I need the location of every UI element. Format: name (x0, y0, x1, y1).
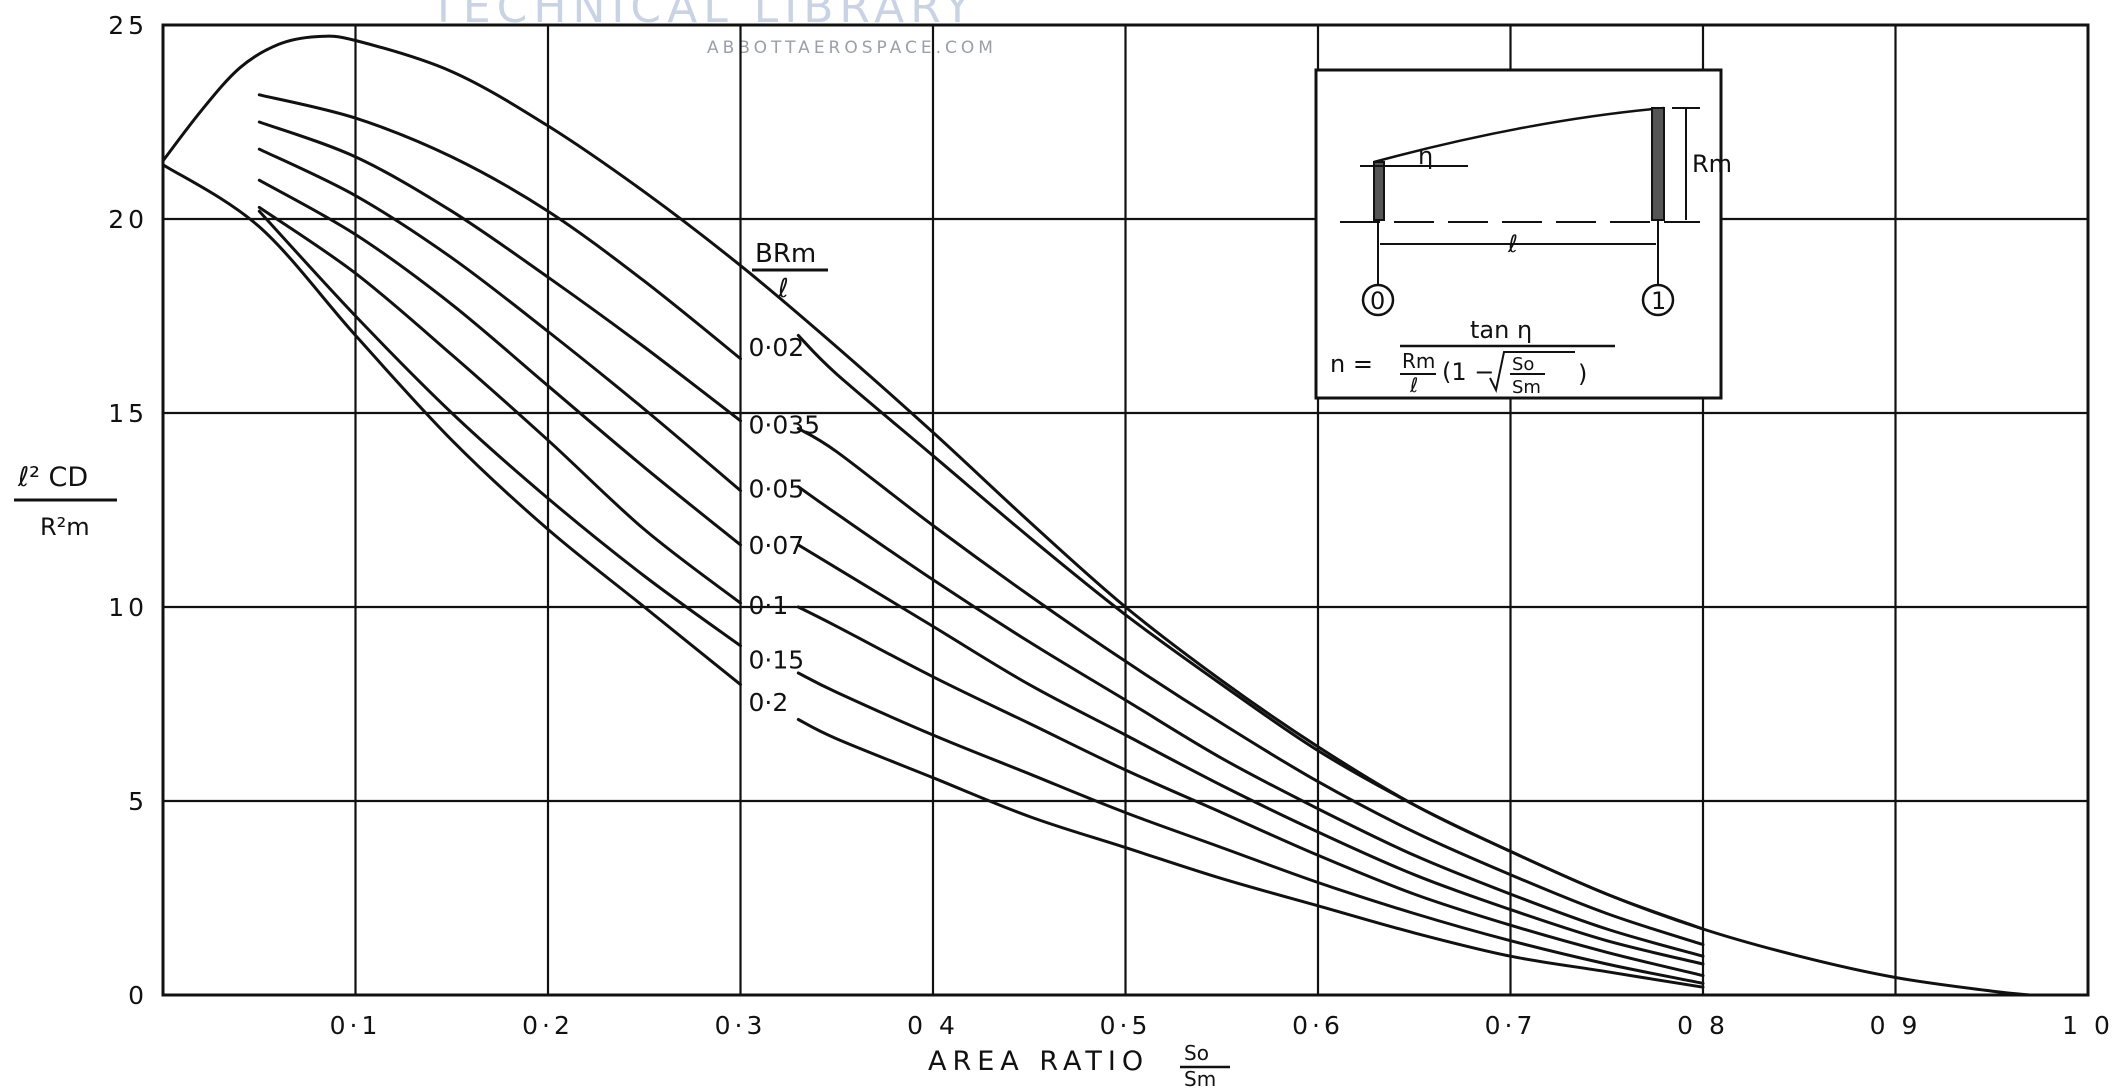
inset-diagram: η Rm ℓ 0 1 n = tan η Rm ℓ (1 − So Sm ) (1314, 68, 1732, 400)
inset-station-1-circle (1641, 283, 1675, 317)
formula-denominator-sm: Sm (1512, 377, 1541, 398)
x-axis-label: AREA RATIO So Sm (928, 1041, 1230, 1091)
series-line-segment (161, 163, 742, 687)
series-curve (257, 147, 1705, 958)
inset-exit-hatch (1651, 107, 1665, 221)
y-axis-denominator: R²m (40, 513, 90, 541)
formula-denominator-l: ℓ (1409, 373, 1418, 397)
series-label: 0·035 (749, 411, 821, 440)
inset-inlet-hatch (1373, 161, 1385, 221)
series-label: 0·05 (749, 475, 805, 504)
x-axis-title: AREA RATIO (928, 1046, 1149, 1077)
series-curve (257, 120, 1705, 947)
y-tick-label: 25 (108, 11, 148, 40)
series-line-segment (796, 485, 1705, 958)
series-line-segment (257, 178, 742, 547)
series-line-segment (161, 34, 2032, 997)
y-tick-label: 5 (128, 787, 148, 816)
formula-sqrt-sign (1489, 351, 1575, 394)
series-curve (257, 205, 1705, 978)
watermark-title: TECHNICAL LIBRARY (429, 0, 977, 33)
x-tick-label: 0·6 (1292, 1011, 1344, 1040)
x-tick-labels: 0·1 0·2 0·3 0 4 0·5 0·6 0·7 0 8 0 9 1 0 (330, 1011, 2114, 1040)
series-line-segment (257, 120, 742, 423)
series-line-segment (796, 543, 1705, 966)
curve-labels: 0·02 0·035 0·05 0·07 0·1 0·15 0·2 (749, 333, 821, 717)
formula-denominator-rm: Rm (1402, 349, 1435, 373)
formula-denominator-close: ) (1578, 360, 1587, 388)
formula-numerator: tan η (1470, 316, 1532, 344)
series-line-segment (796, 671, 1705, 985)
series-curve (257, 209, 1705, 985)
series-line-segment (796, 718, 1705, 989)
formula-denominator-so: So (1512, 354, 1534, 375)
series-curve (257, 178, 1705, 966)
series-curve (161, 163, 1705, 989)
parameter-denominator: ℓ (777, 274, 789, 304)
y-tick-label: 10 (108, 593, 148, 622)
x-tick-label: 0·2 (522, 1011, 574, 1040)
series-line-segment (257, 93, 742, 361)
x-tick-label: 0·7 (1485, 1011, 1537, 1040)
x-axis-denominator: Sm (1184, 1067, 1216, 1087)
inset-length-label: ℓ (1507, 230, 1518, 258)
watermark-subtitle: ABBOTTAEROSPACE.COM (707, 38, 997, 58)
inset-rm-label: Rm (1692, 150, 1732, 178)
x-tick-label: 0 9 (1870, 1011, 1922, 1040)
series-label: 0·02 (749, 333, 805, 362)
y-tick-label: 20 (108, 205, 148, 234)
parameter-numerator: BRm (755, 239, 816, 269)
grid (161, 23, 2090, 997)
x-tick-label: 0 8 (1677, 1011, 1729, 1040)
y-axis-numerator: ℓ² CD (17, 462, 88, 493)
formula-lhs: n = (1330, 350, 1373, 378)
inset-station-0-label: 0 (1370, 287, 1385, 315)
inset-duct-wall (1373, 106, 1665, 164)
series-line-segment (257, 205, 742, 605)
series-line-segment (796, 605, 1705, 978)
x-tick-label: 0·3 (715, 1011, 767, 1040)
x-tick-label: 1 0 (2062, 1011, 2114, 1040)
series-line-segment (257, 209, 742, 648)
series-line-segment (796, 427, 1705, 947)
series-label: 0·1 (749, 591, 789, 620)
parameter-label: BRm ℓ (752, 239, 828, 304)
y-axis-label: ℓ² CD R²m (14, 462, 117, 541)
series-line-segment (257, 147, 742, 493)
series-label: 0·2 (749, 688, 789, 717)
y-tick-labels: 0 5 10 15 20 25 (108, 11, 148, 1010)
series-label: 0·07 (749, 531, 805, 560)
y-tick-label: 0 (128, 981, 148, 1010)
formula-denominator-open: (1 − (1442, 358, 1494, 386)
x-axis-numerator: So (1184, 1041, 1209, 1065)
x-tick-label: 0 4 (907, 1011, 959, 1040)
x-tick-label: 0·5 (1100, 1011, 1152, 1040)
curves (161, 34, 2032, 997)
series-label: 0·15 (749, 645, 805, 674)
inset-station-1-label: 1 (1651, 287, 1666, 315)
y-tick-label: 15 (108, 399, 148, 428)
series-curve (161, 34, 2032, 997)
inset-station-0-circle (1361, 283, 1395, 317)
x-tick-label: 0·1 (330, 1011, 382, 1040)
inset-eta-label: η (1418, 142, 1433, 170)
